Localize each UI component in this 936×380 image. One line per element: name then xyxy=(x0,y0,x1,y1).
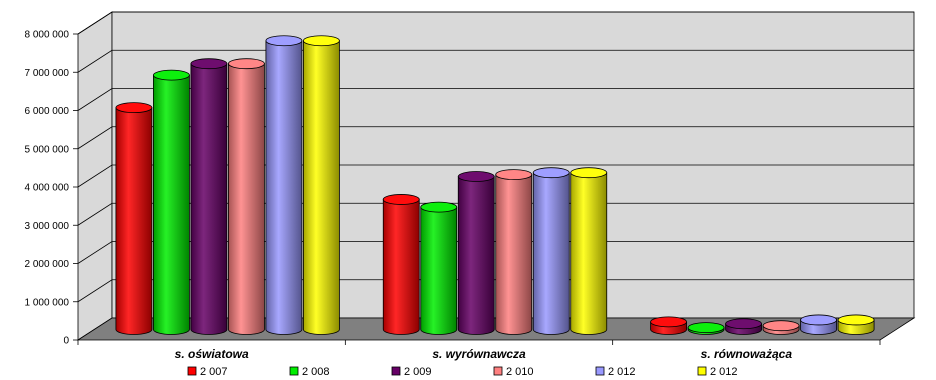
bar-top xyxy=(115,102,153,114)
bar xyxy=(457,171,495,335)
bar xyxy=(532,167,570,335)
gridline xyxy=(77,126,914,150)
y-tick-label: 2 000 000 xyxy=(25,259,70,270)
bar xyxy=(762,320,800,335)
bar-body xyxy=(265,40,303,335)
bar xyxy=(650,316,687,335)
bar-body xyxy=(532,172,570,335)
bars xyxy=(115,35,875,335)
legend-swatch xyxy=(493,366,503,376)
bar-body xyxy=(570,172,608,335)
legend-label: 2 012 xyxy=(710,366,738,378)
y-tick-label: 4 000 000 xyxy=(25,183,70,194)
bar-top xyxy=(190,58,228,70)
bar xyxy=(228,58,265,335)
gridline xyxy=(77,164,914,188)
bar-top xyxy=(382,194,420,205)
bar-top xyxy=(495,169,533,180)
gridline xyxy=(77,202,914,226)
bar-top xyxy=(725,318,762,330)
bar xyxy=(725,318,762,335)
bar-body xyxy=(153,74,190,335)
y-tick-label: 1 000 000 xyxy=(25,297,70,308)
bar-body xyxy=(382,199,420,335)
legend-swatch xyxy=(187,366,197,376)
x-axis-categories: s. oświatowa s. wyrównawcza s. równoważąca xyxy=(175,347,793,361)
x-category-label: s. oświatowa xyxy=(175,347,249,361)
bar-top xyxy=(687,322,725,333)
legend-label: 2 010 xyxy=(506,366,534,378)
legend-swatch xyxy=(289,366,299,376)
legend-label: 2 007 xyxy=(200,366,228,378)
bar xyxy=(570,167,608,335)
bar-body xyxy=(190,63,228,335)
legend-swatch xyxy=(391,366,401,376)
gridlines xyxy=(77,11,914,303)
bar-top xyxy=(650,316,687,328)
bar xyxy=(420,201,458,335)
y-tick-label: 0 xyxy=(63,336,69,347)
bar-top xyxy=(570,167,608,179)
bar-body xyxy=(420,206,458,335)
y-tick-label: 6 000 000 xyxy=(25,106,70,117)
bar-body xyxy=(228,63,265,335)
bar xyxy=(800,314,837,335)
gridline xyxy=(77,241,914,264)
legend-label: 2 012 xyxy=(608,366,636,378)
gridline xyxy=(77,11,914,35)
gridline xyxy=(77,279,914,303)
bar xyxy=(382,194,420,335)
bar-top xyxy=(303,35,340,47)
bar-top xyxy=(265,35,303,47)
gridline xyxy=(77,49,914,73)
x-category-label: s. wyrównawcza xyxy=(432,347,526,361)
x-category-label: s. równoważąca xyxy=(701,347,793,361)
bar xyxy=(495,169,533,335)
bar-top xyxy=(800,314,837,326)
bar-top xyxy=(532,167,570,179)
legend-label: 2 008 xyxy=(302,366,330,378)
bar-top xyxy=(457,171,495,182)
gridline xyxy=(77,88,914,111)
legend-swatch xyxy=(595,366,605,376)
bar-body xyxy=(457,176,495,335)
bar xyxy=(303,35,340,335)
y-tick-label: 3 000 000 xyxy=(25,221,70,232)
bar xyxy=(687,322,725,335)
bar-top xyxy=(228,58,265,70)
bar xyxy=(153,69,190,335)
bar xyxy=(190,58,228,335)
bar-top xyxy=(420,201,458,213)
y-axis-ticks: 0 1 000 000 2 000 000 3 000 000 4 000 000 5 0… xyxy=(25,30,78,347)
legend-swatch xyxy=(697,366,707,376)
bar-body xyxy=(495,174,533,335)
bar xyxy=(115,102,153,335)
bar xyxy=(265,35,303,335)
bar-top xyxy=(153,69,190,81)
y-tick-label: 8 000 000 xyxy=(25,30,70,41)
bar xyxy=(837,314,875,335)
bar-top xyxy=(837,314,875,326)
bar-body xyxy=(303,40,340,335)
legend: 2 007 2 008 2 009 2 010 2 012 2 012 xyxy=(187,366,738,378)
bar-body xyxy=(115,107,153,335)
legend-label: 2 009 xyxy=(404,366,432,378)
y-tick-label: 5 000 000 xyxy=(25,144,70,155)
y-tick-label: 7 000 000 xyxy=(25,68,70,79)
bar-top xyxy=(762,320,800,332)
